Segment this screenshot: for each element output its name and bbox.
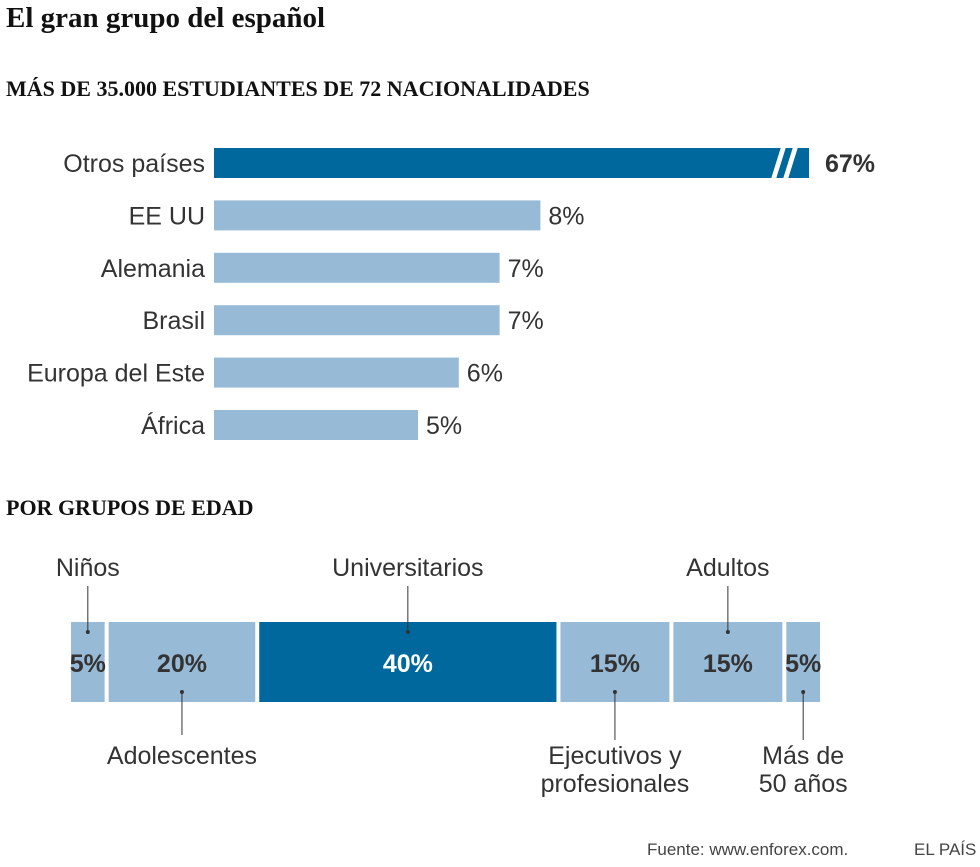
value-label: 6% — [467, 360, 503, 388]
leader-dot — [725, 630, 730, 634]
leader-dot — [85, 630, 90, 634]
group-label: Adolescentes — [107, 742, 257, 770]
bar-5 — [214, 410, 418, 440]
value-label: 5% — [426, 412, 462, 440]
category-label: Europa del Este — [27, 360, 205, 388]
bar-3 — [214, 305, 500, 336]
group-label: 50 años — [759, 770, 848, 798]
countries-subtitle: MÁS DE 35.000 ESTUDIANTES DE 72 NACIONAL… — [6, 76, 590, 101]
bar-2 — [214, 252, 500, 283]
group-label: Universitarios — [332, 554, 483, 582]
category-label: EE UU — [129, 202, 205, 230]
category-label: Otros países — [63, 150, 205, 178]
segment-1 — [108, 622, 256, 702]
leader-dot — [801, 690, 806, 694]
category-label: África — [141, 411, 205, 440]
segment-0 — [71, 622, 105, 702]
segment-4 — [673, 622, 783, 702]
category-label: Alemania — [101, 255, 205, 283]
category-label: Brasil — [142, 307, 205, 335]
axis-break-mark — [783, 147, 798, 179]
brand-label: EL PAÍS — [914, 840, 977, 859]
leader-dot — [405, 630, 410, 634]
segment-value-label: 5% — [785, 650, 821, 678]
value-label: 67% — [825, 150, 875, 178]
countries-bar-chart: Otros países 67% EE UU 8% Alemania 7% Brasil 7%… — [27, 147, 875, 440]
segment-2 — [259, 622, 557, 702]
value-label: 8% — [548, 202, 584, 230]
segment-value-label: 20% — [157, 650, 207, 678]
segment-3 — [560, 622, 670, 702]
leader-dot — [179, 690, 184, 694]
segment-5 — [786, 622, 820, 702]
value-label: 7% — [508, 255, 544, 283]
bar-0 — [214, 148, 809, 178]
value-label: 7% — [508, 307, 544, 335]
age-groups-subtitle: POR GRUPOS DE EDAD — [6, 495, 254, 520]
group-label: Niños — [56, 554, 120, 582]
segment-value-label: 15% — [703, 650, 753, 678]
source-note: Fuente: www.enforex.com. — [647, 840, 849, 859]
bar-1 — [214, 200, 541, 231]
segment-value-label: 5% — [70, 650, 106, 678]
segment-value-label: 15% — [590, 650, 640, 678]
group-label: Adultos — [686, 554, 769, 582]
axis-break-mark — [771, 147, 786, 179]
chart-title: El gran grupo del español — [6, 2, 326, 34]
group-label: Ejecutivos y — [548, 742, 682, 770]
group-label: profesionales — [541, 770, 690, 798]
leader-dot — [612, 690, 617, 694]
bar-4 — [214, 357, 459, 388]
segment-value-label: 40% — [383, 650, 433, 678]
group-label: Más de — [762, 742, 844, 770]
